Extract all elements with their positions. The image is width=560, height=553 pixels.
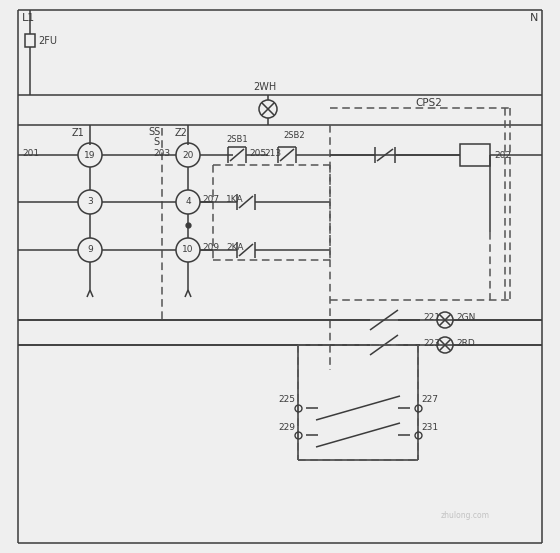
Text: 3: 3 — [87, 197, 93, 206]
Text: 4: 4 — [185, 197, 191, 206]
Text: 2WH: 2WH — [253, 82, 277, 92]
Text: L1: L1 — [22, 13, 35, 23]
Text: 213: 213 — [264, 149, 281, 158]
Text: CPS2: CPS2 — [415, 98, 442, 108]
Text: 223: 223 — [423, 338, 440, 347]
Text: 2FU: 2FU — [38, 36, 57, 46]
Text: 227: 227 — [421, 395, 438, 404]
Text: 2SB1: 2SB1 — [226, 134, 248, 143]
Bar — [460, 144, 490, 166]
Text: 2KA: 2KA — [226, 243, 244, 253]
Text: 202: 202 — [494, 150, 511, 159]
Text: 207: 207 — [202, 196, 219, 205]
Text: 19: 19 — [84, 150, 96, 159]
Text: 2GN: 2GN — [456, 314, 475, 322]
Text: zhulong.com: zhulong.com — [441, 510, 489, 519]
Bar — [25, 34, 35, 47]
Text: S: S — [153, 137, 159, 147]
Text: 229: 229 — [278, 422, 295, 431]
Text: 2SB2: 2SB2 — [283, 131, 305, 139]
Text: 201: 201 — [22, 149, 39, 158]
Text: Z2: Z2 — [175, 128, 188, 138]
Text: 209: 209 — [202, 243, 219, 253]
Text: 10: 10 — [182, 246, 194, 254]
Text: Z1: Z1 — [72, 128, 85, 138]
Text: SS: SS — [148, 127, 160, 137]
Text: 20: 20 — [183, 150, 194, 159]
Text: N: N — [530, 13, 538, 23]
Text: 205: 205 — [249, 149, 266, 158]
Text: 9: 9 — [87, 246, 93, 254]
Text: 2RD: 2RD — [456, 338, 475, 347]
Text: 1KA: 1KA — [226, 196, 244, 205]
Text: 203: 203 — [153, 149, 170, 158]
Text: 231: 231 — [421, 422, 438, 431]
Text: 221: 221 — [423, 314, 440, 322]
Text: 225: 225 — [278, 395, 295, 404]
